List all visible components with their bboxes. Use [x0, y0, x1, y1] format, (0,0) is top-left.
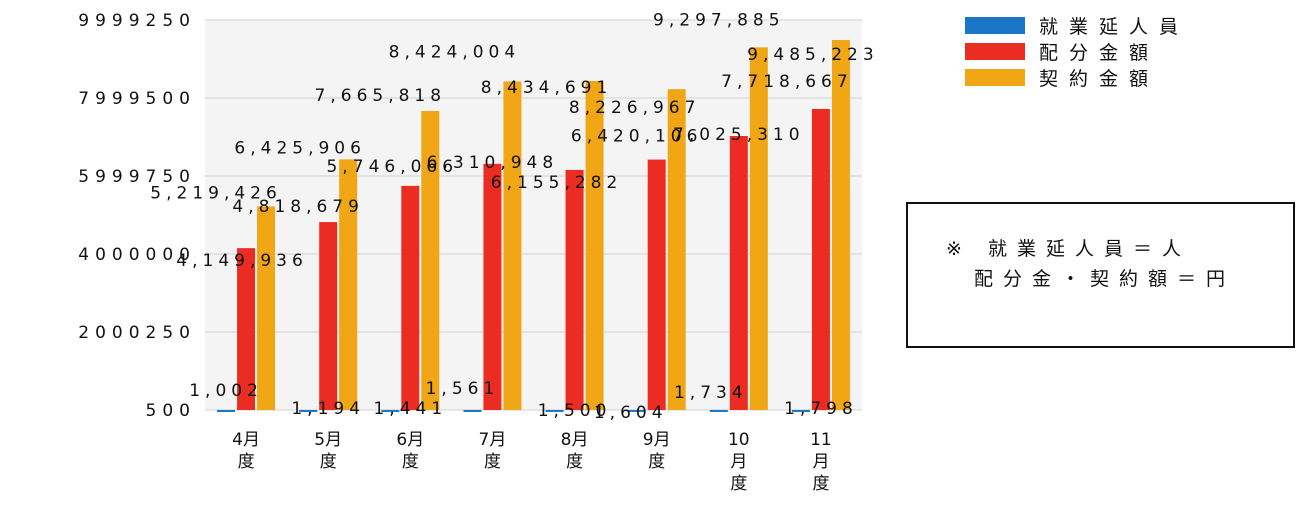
- legend-swatch-workers: [965, 16, 1025, 34]
- y-tick-label: 4000000: [78, 245, 196, 265]
- bar-allocation: [319, 222, 338, 410]
- bar-allocation: [729, 135, 748, 410]
- bar-workers: [381, 409, 400, 412]
- data-label-allocation: 5,746,066: [327, 157, 459, 177]
- bar-workers: [709, 409, 728, 412]
- data-label-contract: 9,485,223: [747, 45, 879, 65]
- legend-label-contract: 契約金額: [1039, 67, 1160, 90]
- data-label-workers: 1,798: [784, 399, 858, 419]
- data-label-contract: 6,425,906: [234, 138, 366, 158]
- data-label-allocation: 6,420,106: [571, 127, 703, 147]
- data-label-contract: 8,434,691: [481, 78, 613, 98]
- data-label-allocation: 6,310,948: [427, 153, 559, 173]
- bar-contract: [503, 81, 522, 411]
- bar-contract: [749, 47, 768, 410]
- data-label-contract: 9,297,885: [653, 10, 785, 30]
- y-tick-label: 5999750: [78, 167, 196, 187]
- bar-allocation: [647, 159, 666, 410]
- data-label-workers: 1,194: [291, 399, 365, 419]
- legend-item-allocation: 配分金額: [965, 38, 1189, 64]
- data-label-contract: 7,665,818: [315, 86, 447, 106]
- data-label-contract: 8,226,967: [569, 98, 701, 118]
- bar-workers: [627, 409, 646, 412]
- bar-contract: [421, 111, 440, 410]
- bar-allocation: [811, 108, 830, 410]
- bar-workers: [217, 409, 236, 412]
- data-label-allocation: 4,818,679: [232, 197, 364, 217]
- legend-label-allocation: 配分金額: [1039, 41, 1160, 64]
- y-tick-label: 500: [146, 401, 196, 421]
- legend-swatch-contract: [965, 68, 1025, 86]
- x-category-label: 6月度: [396, 430, 424, 472]
- legend-label-workers: 就業延人員: [1039, 15, 1190, 38]
- unit-note-box: ※ 就業延人員＝人 配分金・契約額＝円: [906, 202, 1295, 348]
- data-label-allocation: 4,149,936: [176, 251, 308, 271]
- bar-workers: [299, 409, 318, 412]
- bar-allocation: [565, 169, 584, 410]
- x-category-label: 4月度: [232, 430, 260, 472]
- x-category-label: 5月度: [314, 430, 342, 472]
- data-label-workers: 1,561: [426, 379, 500, 399]
- x-category-label: 7月度: [479, 430, 507, 472]
- legend: 就業延人員 配分金額 契約金額: [965, 12, 1189, 90]
- data-label-workers: 1,604: [594, 403, 668, 423]
- data-label-allocation: 7,718,667: [721, 72, 853, 92]
- x-category-label: 10 月度: [728, 430, 750, 494]
- data-label-workers: 1,500: [538, 401, 612, 421]
- x-category-label: 8月度: [561, 430, 589, 472]
- legend-item-workers: 就業延人員: [965, 12, 1189, 38]
- bar-contract: [831, 40, 850, 410]
- unit-note-line-2: 配分金・契約額＝円: [974, 268, 1236, 290]
- bar-workers: [791, 409, 810, 412]
- data-label-contract: 8,424,004: [389, 42, 521, 62]
- legend-swatch-allocation: [965, 42, 1025, 60]
- data-label-allocation: 6,155,282: [491, 173, 623, 193]
- bar-contract: [339, 159, 358, 410]
- bar-contract: [585, 81, 604, 411]
- y-tick-label: 7999500: [78, 89, 196, 109]
- unit-note-line-1: ※ 就業延人員＝人: [946, 238, 1191, 260]
- legend-item-contract: 契約金額: [965, 64, 1189, 90]
- bar-workers: [545, 409, 564, 412]
- bar-contract: [257, 206, 276, 410]
- data-label-workers: 1,002: [189, 381, 263, 401]
- data-label-workers: 1,734: [674, 383, 748, 403]
- bar-allocation: [237, 248, 256, 410]
- data-label-allocation: 7,025,310: [673, 125, 805, 145]
- bar-allocation: [483, 163, 502, 410]
- bar-allocation: [401, 185, 420, 410]
- y-tick-label: 9999250: [78, 11, 196, 31]
- x-category-label: 11 月度: [810, 430, 832, 494]
- data-label-contract: 5,219,426: [150, 183, 282, 203]
- x-category-label: 9月度: [643, 430, 671, 472]
- y-tick-label: 2000250: [78, 323, 196, 343]
- bar-workers: [463, 409, 482, 412]
- bar-chart: 9999250 7999500 5999750 4000000 2000250 500 4月…: [78, 10, 879, 494]
- bar-contract: [667, 89, 686, 410]
- data-label-workers: 1,441: [373, 399, 447, 419]
